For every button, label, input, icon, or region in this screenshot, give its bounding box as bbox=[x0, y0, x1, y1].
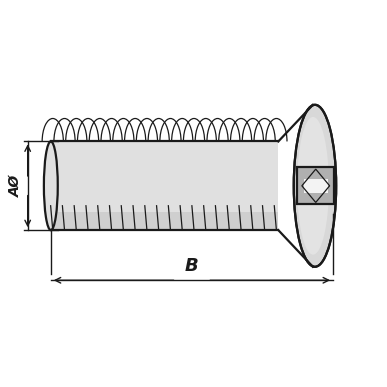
Ellipse shape bbox=[44, 141, 58, 230]
Polygon shape bbox=[51, 212, 278, 230]
Ellipse shape bbox=[294, 105, 336, 267]
Polygon shape bbox=[304, 178, 328, 193]
Ellipse shape bbox=[297, 117, 329, 255]
Text: B: B bbox=[185, 257, 199, 275]
Polygon shape bbox=[297, 167, 334, 204]
Polygon shape bbox=[51, 141, 278, 230]
Text: AØ: AØ bbox=[9, 175, 22, 197]
